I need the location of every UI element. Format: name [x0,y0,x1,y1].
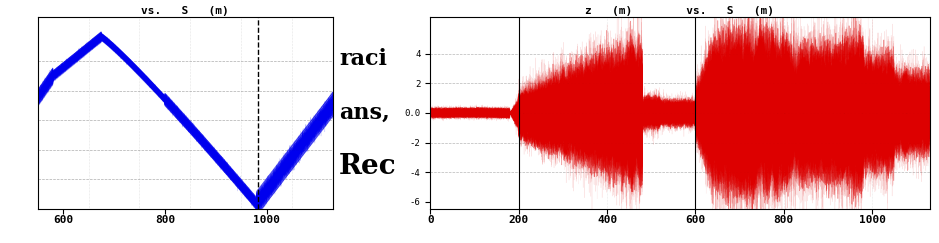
Text: ans,: ans, [339,102,390,124]
Text: raci: raci [339,48,387,70]
Title: vs.   S   (m): vs. S (m) [142,6,229,16]
Title: z   (m)        vs.   S   (m): z (m) vs. S (m) [586,6,775,16]
Text: Rec: Rec [339,153,396,180]
